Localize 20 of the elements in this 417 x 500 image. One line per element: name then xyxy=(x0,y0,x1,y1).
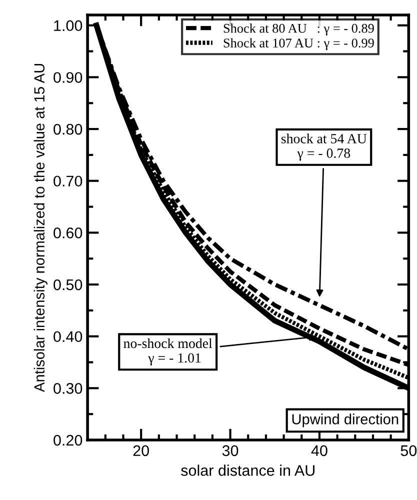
annotation: shock at 54 AU γ = - 0.78 xyxy=(281,134,367,161)
y-tick-label: 0.20 xyxy=(54,434,82,446)
y-tick-label: 0.50 xyxy=(54,279,82,290)
legend-label: Shock at 107 AU : γ = - 0.99 xyxy=(224,38,374,50)
x-tick-label: 50 xyxy=(400,445,417,456)
x-tick-label: 20 xyxy=(133,445,149,456)
y-tick-label: 0.70 xyxy=(54,176,82,187)
y-tick-label: 0.80 xyxy=(54,124,82,135)
y-tick-label: 1.00 xyxy=(54,20,82,32)
y-tick-label: 0.60 xyxy=(54,228,82,238)
x-tick-label: 40 xyxy=(311,445,328,456)
y-tick-label: 0.40 xyxy=(54,331,82,342)
x-tick-label: 30 xyxy=(222,445,238,456)
x-axis-title: solar distance in AU xyxy=(181,464,314,476)
y-axis-title: Antisolar intensity normalized to the value at 15 AU xyxy=(34,64,48,392)
y-tick-label: 0.30 xyxy=(54,383,82,394)
legend-label: Shock at 80 AU : γ = - 0.89 xyxy=(224,24,374,36)
annotation: Upwind direction xyxy=(292,414,398,428)
y-tick-label: 0.90 xyxy=(54,72,82,83)
annotation: no-shock model γ = - 1.01 xyxy=(124,338,212,366)
